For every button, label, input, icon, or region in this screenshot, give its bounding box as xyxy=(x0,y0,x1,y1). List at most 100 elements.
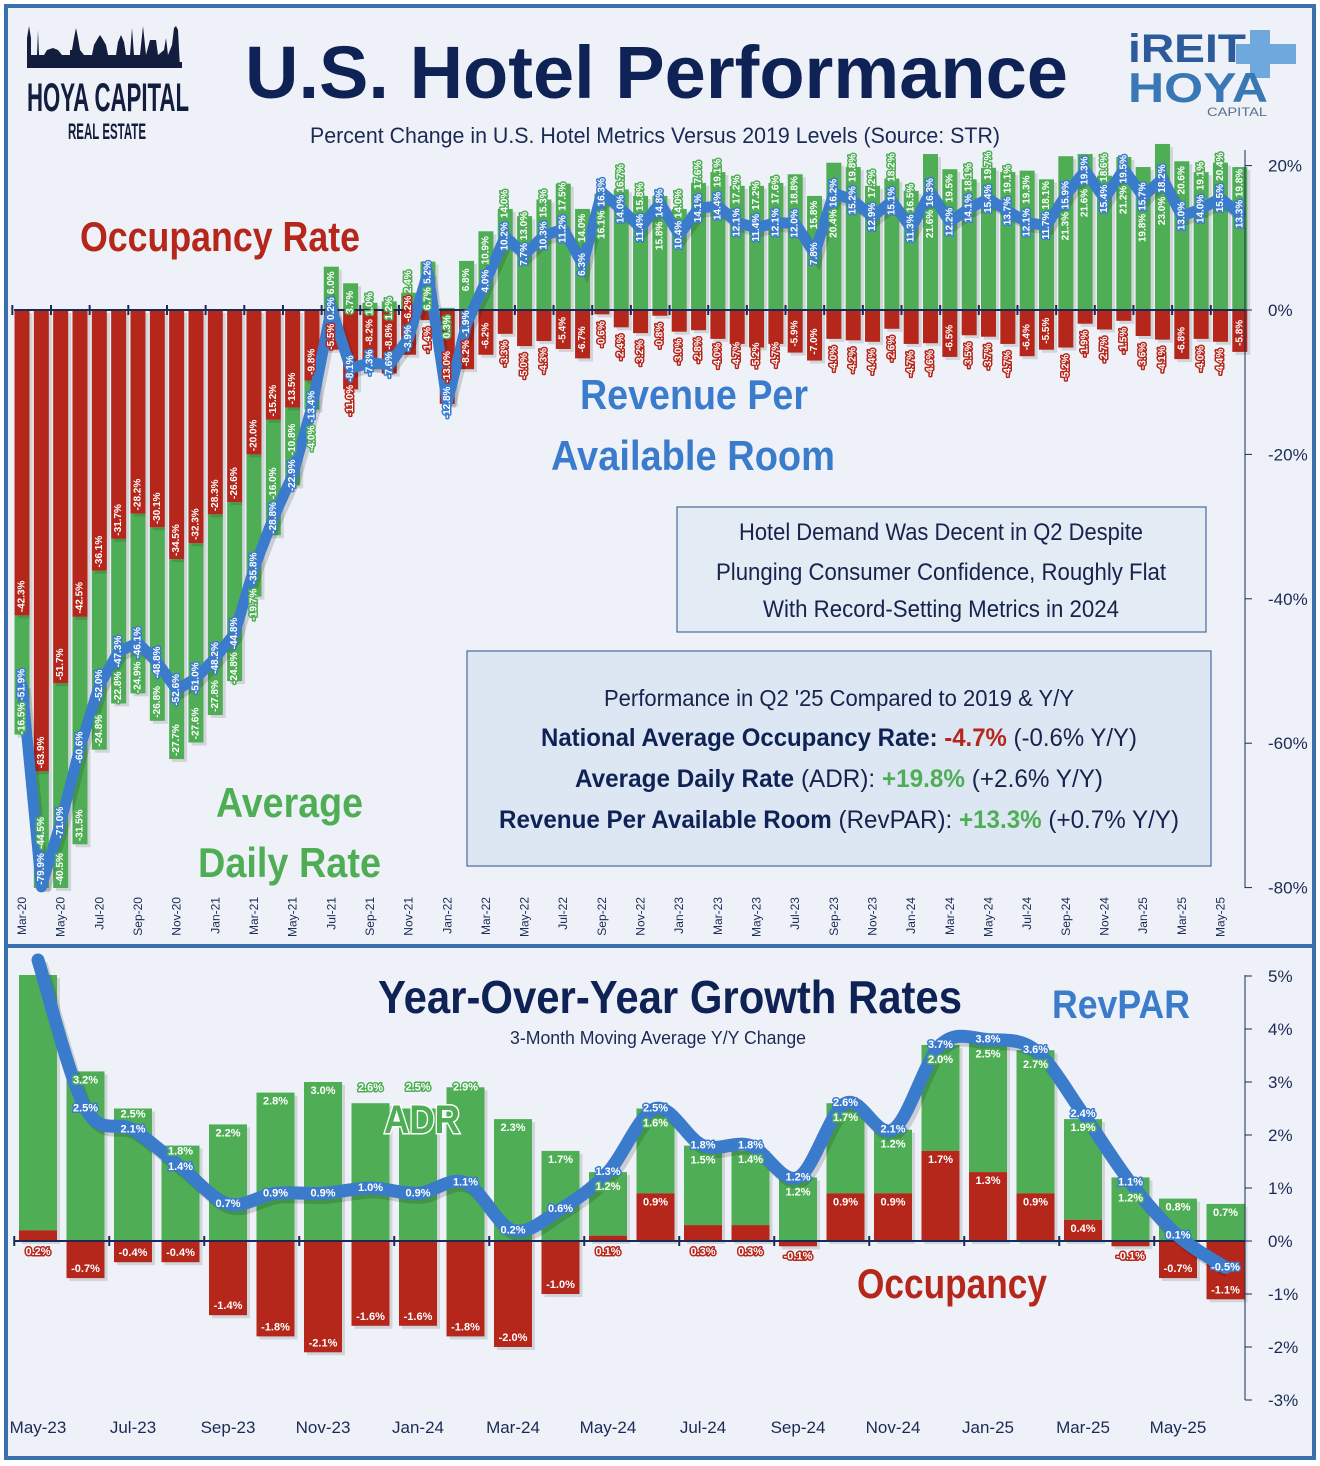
occupancy-data-label: -5.2% xyxy=(751,342,762,368)
revpar-data-label: 0.2% xyxy=(500,1224,525,1236)
adr-data-label: 19.8% xyxy=(848,154,859,182)
x-tick-label: May-24 xyxy=(580,1418,637,1437)
revpar-data-label: 15.9% xyxy=(1060,181,1071,209)
occupancy-bar xyxy=(497,310,513,334)
occupancy-bar xyxy=(1154,310,1170,340)
adr-data-label: 2.2% xyxy=(215,1127,240,1139)
adr-data-label: 2.5% xyxy=(405,1082,430,1094)
revpar-data-label: -79.9% xyxy=(36,853,47,885)
occupancy-bar xyxy=(1038,310,1054,350)
occupancy-data-label: -3.3% xyxy=(500,341,511,367)
adr-bar xyxy=(1016,1050,1055,1194)
top-revpar-line xyxy=(16,163,1246,893)
occupancy-bar xyxy=(1064,1219,1102,1241)
occupancy-bar xyxy=(494,1241,532,1347)
adr-data-label: -27.7% xyxy=(171,724,182,756)
occupancy-data-label: 0.4% xyxy=(1070,1223,1095,1235)
occupancy-bar xyxy=(66,1241,105,1279)
revpar-data-label: -60.6% xyxy=(75,732,86,764)
occupancy-data-label: -0.7% xyxy=(1164,1263,1193,1275)
occupancy-data-label: -51.7% xyxy=(55,648,66,680)
adr-data-label: 1.7% xyxy=(548,1154,573,1166)
top-x-ticks xyxy=(11,305,1212,315)
occupancy-bar xyxy=(749,310,765,348)
occupancy-data-label: 0.3% xyxy=(738,1246,763,1258)
revpar-data-label: 1.8% xyxy=(690,1140,715,1152)
revpar-data-label: 0.7% xyxy=(215,1198,240,1210)
occupancy-bar xyxy=(884,310,900,329)
revpar-data-label: 0.9% xyxy=(263,1187,288,1199)
adr-data-label: 2.4% xyxy=(403,270,414,293)
occupancy-bar xyxy=(478,310,494,355)
occupancy-data-label: -3.6% xyxy=(1138,343,1149,369)
x-tick-label: Sep-24 xyxy=(771,1418,826,1437)
revpar-data-label: 15.5% xyxy=(1215,184,1226,212)
summary-value: +13.3% xyxy=(959,806,1042,834)
occupancy-bar xyxy=(536,310,552,342)
revpar-data-label: 10.3% xyxy=(538,221,549,249)
occupancy-bar xyxy=(865,310,881,342)
revpar-data-label: 1.2% xyxy=(785,1171,810,1183)
adr-data-label: 17.5% xyxy=(558,182,569,210)
adr-data-label: 13.0% xyxy=(519,212,530,240)
occupancy-data-label: -2.8% xyxy=(693,337,704,363)
summary-yoy: (+0.7% Y/Y) xyxy=(1048,806,1179,834)
occupancy-bar xyxy=(1016,1193,1055,1241)
adr-bar xyxy=(517,216,533,310)
revpar-data-label: -0.5% xyxy=(1211,1262,1240,1274)
adr-bar xyxy=(1135,167,1151,310)
occupancy-data-label: -4.1% xyxy=(1157,346,1168,372)
adr-bar xyxy=(169,559,185,760)
adr-data-label: 19.1% xyxy=(712,159,723,187)
occupancy-bar xyxy=(768,310,784,344)
occupancy-data-label: -4.4% xyxy=(867,349,878,375)
occupancy-bar xyxy=(671,310,687,332)
revpar-data-label: 14.0% xyxy=(616,195,627,223)
occupancy-data-label: -1.1% xyxy=(1211,1284,1240,1296)
revpar-data-label: 12.1% xyxy=(1022,208,1033,236)
adr-bar xyxy=(362,302,378,310)
revpar-data-label: -47.3% xyxy=(113,636,124,668)
bottom-y-tick-labels: 5% 4% 3% 2% 1% 0% -1% -2% -3% xyxy=(1245,967,1298,1410)
revpar-data-label: 3.6% xyxy=(1023,1044,1048,1056)
adr-bar xyxy=(1232,167,1248,310)
revpar-data-label: -48.8% xyxy=(152,646,163,678)
adr-data-label: 6.8% xyxy=(461,268,472,291)
adr-data-label: -22.8% xyxy=(113,672,124,704)
occupancy-bar xyxy=(555,310,571,349)
occupancy-data-label: -26.6% xyxy=(229,467,240,499)
revpar-data-label: 1.4% xyxy=(168,1161,193,1173)
top-data-labels: -51.9% -42.3% -16.5% -79.9% -63.9% -44.5% -71.… xyxy=(15,150,1247,886)
y-tick-label: -2% xyxy=(1268,1338,1298,1357)
x-tick-label: Nov-21 xyxy=(402,897,416,936)
revpar-legend-label: RevPAR xyxy=(1052,983,1190,1027)
occupancy-data-label: -4.6% xyxy=(925,350,936,376)
occupancy-data-label: -1.6% xyxy=(404,1311,433,1323)
revpar-data-label: 4.0% xyxy=(480,270,491,293)
occupancy-bar xyxy=(1111,1241,1150,1247)
y-tick-label: -40% xyxy=(1268,590,1308,609)
adr-annotation-line2: Daily Rate xyxy=(198,839,381,886)
summary-label: National Average Occupancy Rate: xyxy=(541,724,938,752)
summary-heading: Performance in Q2 '25 Compared to 2019 &… xyxy=(604,685,1074,711)
occupancy-bar xyxy=(285,310,301,408)
occupancy-data-label: -6.2% xyxy=(480,323,491,349)
occupancy-bar xyxy=(589,1235,627,1241)
x-tick-label: Sep-23 xyxy=(827,897,841,936)
adr-data-label: 21.6% xyxy=(1080,189,1091,217)
occupancy-data-label: -4.4% xyxy=(1215,349,1226,375)
revpar-data-label: 0.6% xyxy=(548,1203,573,1215)
revpar-data-label: -44.8% xyxy=(229,618,240,650)
occupancy-bar xyxy=(149,310,165,528)
occupancy-data-label: -4.0% xyxy=(828,346,839,372)
adr-bar xyxy=(304,1082,342,1241)
occupancy-data-label: -1.4% xyxy=(214,1300,243,1312)
occupancy-bar xyxy=(921,1150,960,1241)
occupancy-data-label: -0.1% xyxy=(1116,1250,1145,1262)
x-tick-label: Nov-22 xyxy=(634,897,648,936)
note-box-frame xyxy=(676,506,1207,633)
occupancy-bar xyxy=(53,310,69,684)
adr-bar xyxy=(351,1103,390,1241)
y-tick-label: 1% xyxy=(1268,1179,1293,1198)
adr-data-label: -19.7% xyxy=(249,589,260,621)
